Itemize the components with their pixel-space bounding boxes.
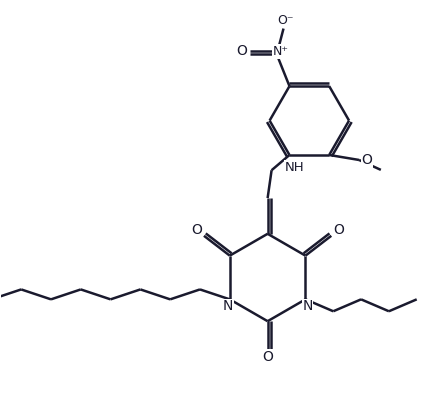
- Text: N: N: [302, 299, 312, 313]
- Text: O⁻: O⁻: [277, 14, 294, 27]
- Text: O: O: [333, 223, 344, 237]
- Text: N: N: [223, 299, 233, 313]
- Text: N⁺: N⁺: [273, 45, 288, 58]
- Text: O: O: [362, 153, 372, 167]
- Text: O: O: [192, 223, 202, 237]
- Text: O: O: [262, 350, 273, 364]
- Text: O: O: [236, 45, 247, 58]
- Text: NH: NH: [285, 161, 304, 174]
